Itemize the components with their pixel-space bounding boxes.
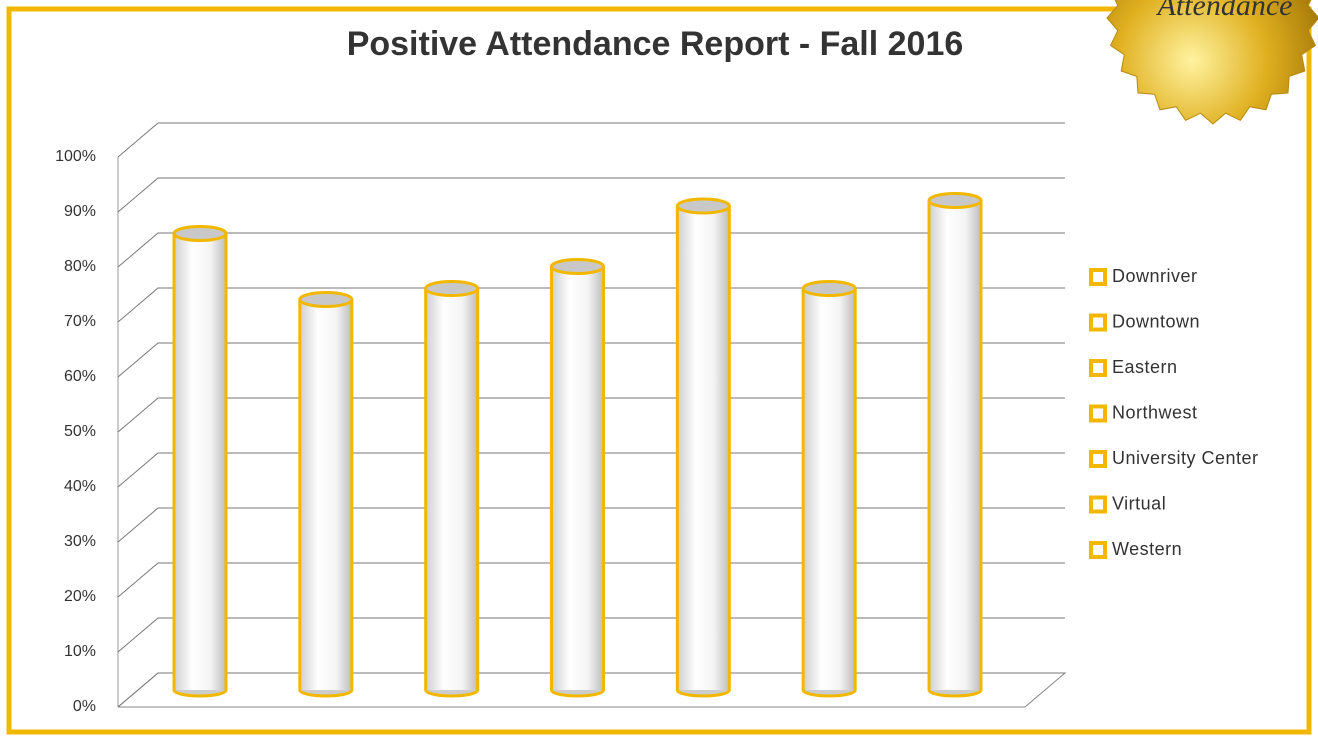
cylinder-top (927, 192, 983, 209)
cylinder (298, 291, 354, 698)
cylinder-top (298, 291, 354, 308)
badge-text: Attendance (1156, 0, 1293, 22)
legend-label: Downtown (1112, 311, 1200, 331)
grid-line (117, 397, 1065, 433)
cylinder (172, 225, 228, 698)
legend-label: University Center (1112, 448, 1259, 468)
grid-line (117, 177, 1065, 213)
bar (174, 233, 226, 690)
y-tick-label: 30% (64, 533, 96, 550)
legend-label: Virtual (1112, 493, 1166, 513)
bar (425, 288, 478, 690)
legend-swatch (1089, 313, 1107, 332)
grid-line (117, 562, 1065, 598)
cylinder-top (550, 258, 605, 275)
bar (551, 266, 604, 690)
y-tick-label: 0% (73, 698, 96, 715)
legend-label: Northwest (1112, 402, 1198, 422)
badge-seal (1106, 0, 1318, 125)
y-tick-label: 10% (64, 643, 96, 660)
legend-swatch (1089, 404, 1107, 423)
grid-line (117, 122, 1065, 158)
bar (803, 288, 856, 690)
y-tick-label: 60% (64, 368, 96, 385)
cylinder-top (801, 280, 857, 297)
bar (677, 206, 730, 690)
bar (929, 200, 981, 690)
y-tick-label: 70% (64, 313, 96, 330)
cylinder-top (424, 280, 480, 297)
y-tick-label: 20% (64, 588, 96, 605)
legend-label: Western (1112, 539, 1182, 559)
y-tick-label: 80% (64, 258, 96, 275)
grid-line (117, 672, 1065, 708)
legend-swatch (1089, 359, 1107, 377)
chart-title: Positive Attendance Report - Fall 2016 (347, 25, 964, 63)
grid-line (117, 507, 1065, 543)
legend-swatch (1089, 450, 1107, 468)
cylinder-top (172, 225, 228, 242)
grid-line (117, 342, 1065, 378)
bar (299, 299, 352, 690)
y-tick-label: 90% (64, 203, 96, 220)
cylinder (927, 192, 983, 698)
y-tick-label: 40% (64, 478, 96, 495)
legend-swatch (1089, 268, 1107, 286)
grid-line (117, 617, 1065, 653)
grid-line (117, 232, 1065, 268)
cylinder (424, 280, 480, 698)
cylinder (801, 280, 857, 698)
y-tick-label: 50% (64, 423, 96, 440)
badge: Attendance (1106, 0, 1318, 125)
legend-swatch (1089, 541, 1107, 559)
frame (6, 6, 1312, 735)
cylinder (550, 258, 605, 698)
legend-label: Downriver (1112, 266, 1198, 286)
cylinder-top (675, 197, 731, 215)
legend-swatch (1089, 495, 1107, 514)
grid-line (117, 452, 1065, 488)
y-tick-label: 100% (55, 148, 96, 165)
legend-label: Eastern (1112, 357, 1178, 377)
grid-line (117, 287, 1065, 323)
cylinder (675, 197, 731, 698)
